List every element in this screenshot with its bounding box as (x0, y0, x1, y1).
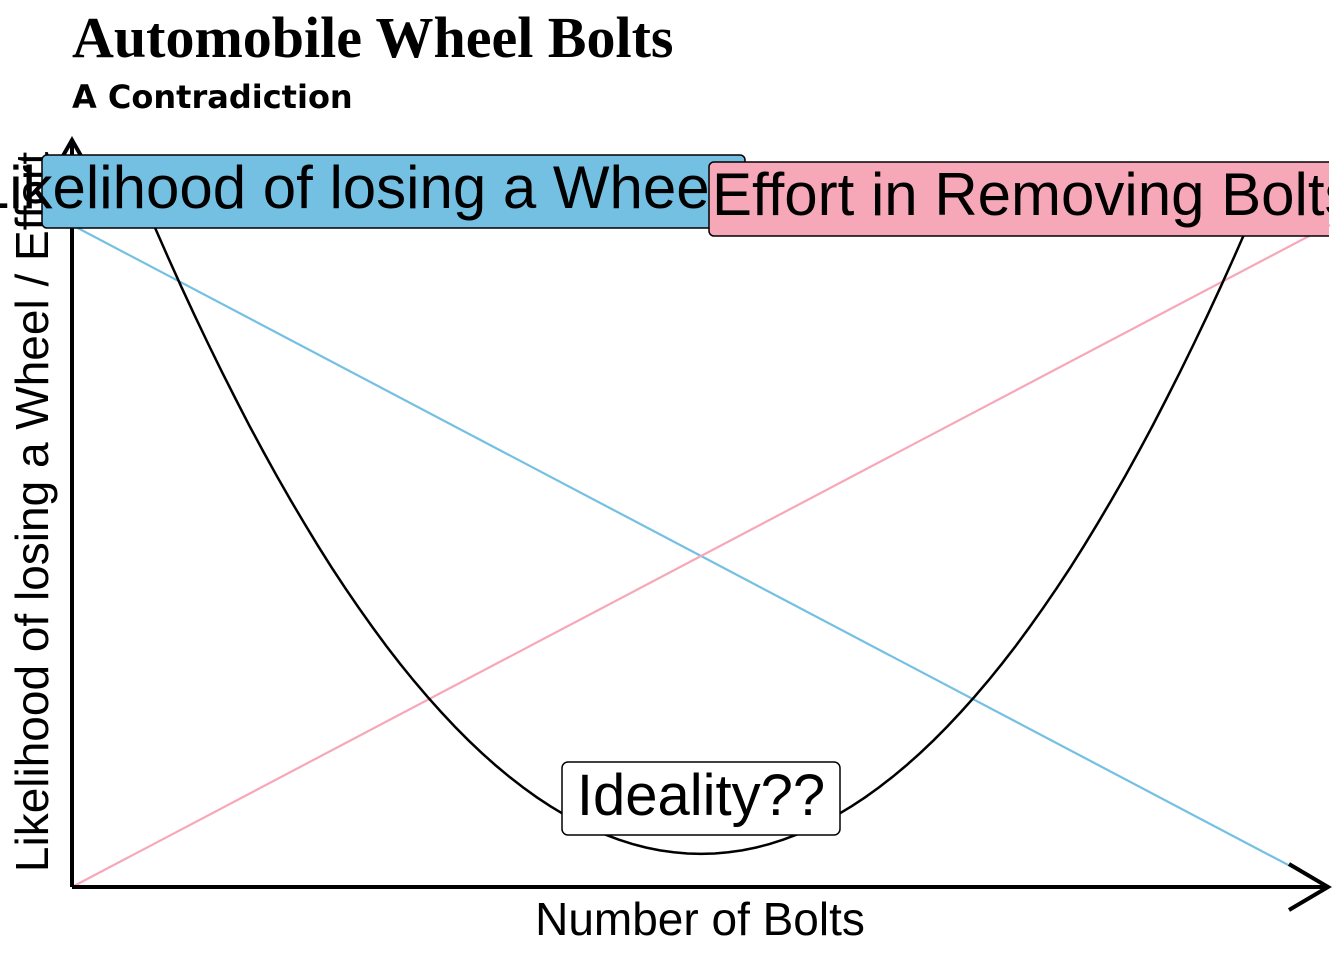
chart-title: Automobile Wheel Bolts (72, 5, 674, 70)
series-label-effort-box (708, 161, 1329, 237)
ideality-label-text: Ideality?? (577, 763, 825, 828)
series-label-likelihood: Likelihood of losing a Wheel (0, 154, 746, 229)
series-ideality-curve (152, 224, 1250, 856)
series-label-likelihood-text: Likelihood of losing a Wheel (0, 154, 723, 221)
x-axis-arrow (1287, 862, 1332, 912)
y-axis-label: Likelihood of losing a Wheel / Effort (6, 152, 58, 872)
plot-area (71, 224, 1331, 888)
x-axis-label: Number of Bolts (535, 893, 865, 945)
series-effort-line (71, 224, 1331, 888)
chart-subtitle: A Contradiction (72, 78, 353, 116)
series-label-effort: Effort in Removing Bolts (708, 161, 1344, 237)
series-label-effort-text: Effort in Removing Bolts (712, 161, 1344, 228)
ideality-label-box (561, 761, 841, 836)
ideality-label: Ideality?? (561, 761, 841, 836)
